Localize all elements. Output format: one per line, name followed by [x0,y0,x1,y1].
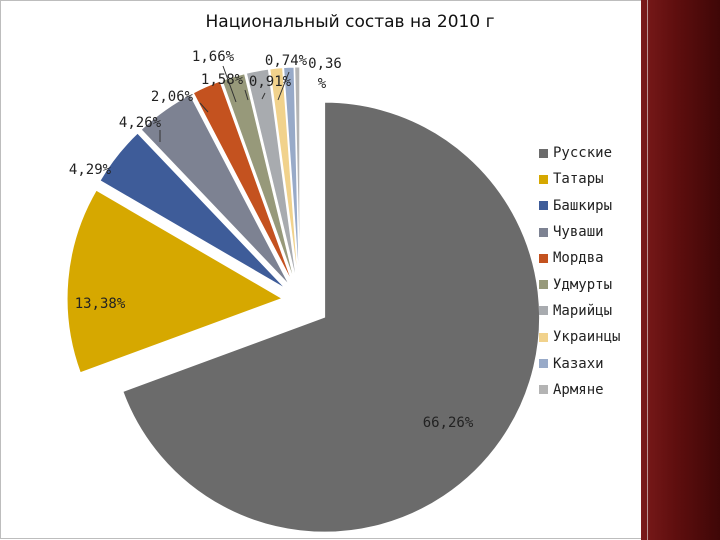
data-label-10: 0,36% [308,56,342,92]
data-labels: 66,26% 13,38% 4,29% 4,26% 2,06% 1,66% 1,58% 0,9… [69,49,474,431]
leader-line [244,89,249,101]
data-label-8: 0,91% [249,74,292,90]
legend-label: Татары [553,171,604,188]
legend-swatch [539,227,548,237]
legend-swatch [539,201,548,211]
legend-label: Русские [553,145,613,162]
legend-item: Армяне [539,377,639,403]
legend-item: Татары [539,166,639,192]
pie-slice-1 [122,101,541,533]
pie-slices [66,66,541,533]
legend-item: Мордва [539,245,639,271]
legend-item: Казахи [539,350,639,376]
legend-label: Армяне [553,381,604,398]
leader-line [277,71,290,101]
legend-swatch [539,253,548,263]
leader-lines [159,65,290,142]
legend-label: Удмурты [553,276,613,293]
decorative-band-line [647,0,648,540]
legend-swatch [539,385,548,395]
pie-slice-4 [140,94,290,286]
decorative-side-band [641,0,720,540]
data-label-1: 66,26% [423,415,474,431]
pie-slice-9 [283,66,300,283]
legend-item: Чуваши [539,219,639,245]
data-label-9: 0,74% [265,53,308,69]
legend-swatch [539,306,548,316]
legend-item: Удмурты [539,271,639,297]
data-label-7: 1,58% [201,72,244,88]
legend-swatch [539,280,548,290]
pie-slice-3 [99,132,287,290]
pie-slice-5 [192,80,294,284]
leader-line [261,92,266,100]
data-label-5: 2,06% [151,89,194,105]
data-label-3: 4,29% [69,162,112,178]
legend-label: Казахи [553,355,604,372]
chart-title: Национальный состав на 2010 г [205,12,495,32]
leader-line [199,102,209,113]
chart-legend: Русские Татары Башкиры Чуваши Мордва Удмурты М… [539,140,639,403]
data-label-2: 13,38% [75,296,126,312]
pie-slice-10 [294,66,301,283]
leader-line [222,65,237,103]
pie-slice-7 [245,68,298,283]
legend-label: Мордва [553,250,604,267]
data-label-6: 1,66% [192,49,235,65]
legend-item: Украинцы [539,324,639,350]
legend-label: Башкиры [553,197,613,214]
pie-slice-6 [221,73,296,283]
legend-label: Украинцы [553,329,621,346]
legend-label: Марийцы [553,302,613,319]
pie-slice-2 [66,189,284,374]
pie-slice-8 [269,67,299,283]
legend-swatch [539,174,548,184]
data-label-4: 4,26% [119,115,162,131]
legend-swatch [539,148,548,158]
legend-item: Марийцы [539,298,639,324]
legend-swatch [539,332,548,342]
legend-swatch [539,359,548,369]
legend-item: Русские [539,140,639,166]
legend-label: Чуваши [553,224,604,241]
legend-item: Башкиры [539,193,639,219]
